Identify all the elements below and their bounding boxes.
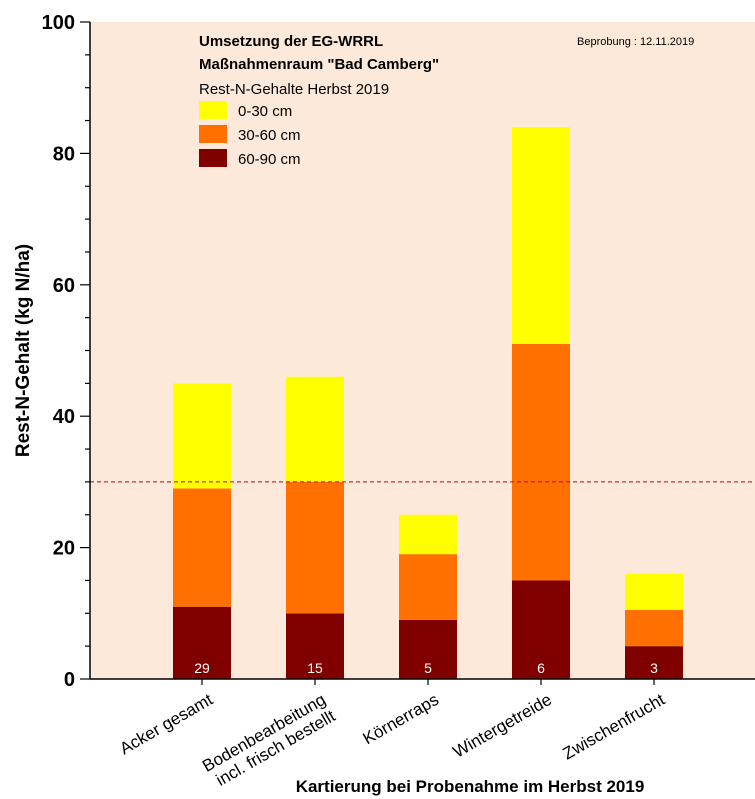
legend-swatch [199, 101, 227, 119]
x-category-label-line: Acker gesamt [116, 690, 216, 759]
bar-segment-1-0-30cm [173, 383, 231, 489]
sample-count-label: 6 [537, 660, 545, 676]
legend-label: 0-30 cm [238, 103, 292, 120]
sample-count-label: 29 [194, 660, 210, 676]
x-axis-title: Kartierung bei Probenahme im Herbst 2019 [296, 777, 645, 796]
x-category-label: Acker gesamt [116, 690, 216, 759]
x-category-label: Wintergetreide [450, 690, 555, 762]
y-tick-label: 80 [53, 143, 75, 165]
bar-segment-5-60-90cm [625, 646, 683, 679]
legend-swatch [199, 125, 227, 143]
chart-title: Maßnahmenraum "Bad Camberg" [199, 56, 439, 73]
bar-segment-2-0-30cm [286, 376, 344, 482]
y-tick-label: 40 [53, 406, 75, 428]
y-axis-title: Rest-N-Gehalt (kg N/ha) [13, 244, 34, 457]
y-tick-label: 100 [42, 12, 75, 34]
y-tick-label: 0 [64, 669, 75, 691]
bar-segment-3-60-90cm [399, 619, 457, 679]
bar-segment-3-0-30cm [399, 514, 457, 555]
chart-subtitle: Rest-N-Gehalte Herbst 2019 [199, 81, 389, 98]
sample-count-label: 5 [424, 660, 432, 676]
bar-segment-1-30-60cm [173, 488, 231, 607]
bar-segment-2-30-60cm [286, 481, 344, 614]
sample-count-label: 15 [307, 660, 323, 676]
sampling-date-note: Beprobung : 12.11.2019 [577, 36, 694, 48]
bar-segment-2-60-90cm [286, 613, 344, 679]
chart-labels: Rest-N-Gehalt (kg N/ha) Kartierung bei Pr… [13, 244, 644, 796]
bar-segment-4-0-30cm [512, 127, 570, 344]
chart-marks: 29 15 5 6 3 [173, 127, 683, 679]
bar-segment-5-0-30cm [625, 573, 683, 611]
chart-title: Umsetzung der EG-WRRL [199, 33, 383, 50]
legend-label: 30-60 cm [238, 127, 301, 144]
y-tick-label: 20 [53, 538, 75, 560]
legend-swatch [199, 149, 227, 167]
bar-segment-4-60-90cm [512, 580, 570, 679]
bar-segment-4-30-60cm [512, 343, 570, 581]
legend: Umsetzung der EG-WRRL Maßnahmenraum "Bad … [199, 33, 694, 168]
bar-segment-1-60-90cm [173, 606, 231, 679]
y-tick-label: 60 [53, 275, 75, 297]
x-category-label-line: Zwischenfrucht [559, 690, 668, 764]
bar-segment-3-30-60cm [399, 554, 457, 620]
x-category-label-line: Wintergetreide [450, 690, 555, 762]
x-category-label-line: Körnerraps [360, 690, 442, 749]
x-category-label: Zwischenfrucht [559, 690, 668, 764]
sample-count-label: 3 [650, 660, 658, 676]
bar-segment-5-30-60cm [625, 610, 683, 647]
x-category-label: Körnerraps [360, 690, 442, 749]
legend-label: 60-90 cm [238, 151, 301, 168]
